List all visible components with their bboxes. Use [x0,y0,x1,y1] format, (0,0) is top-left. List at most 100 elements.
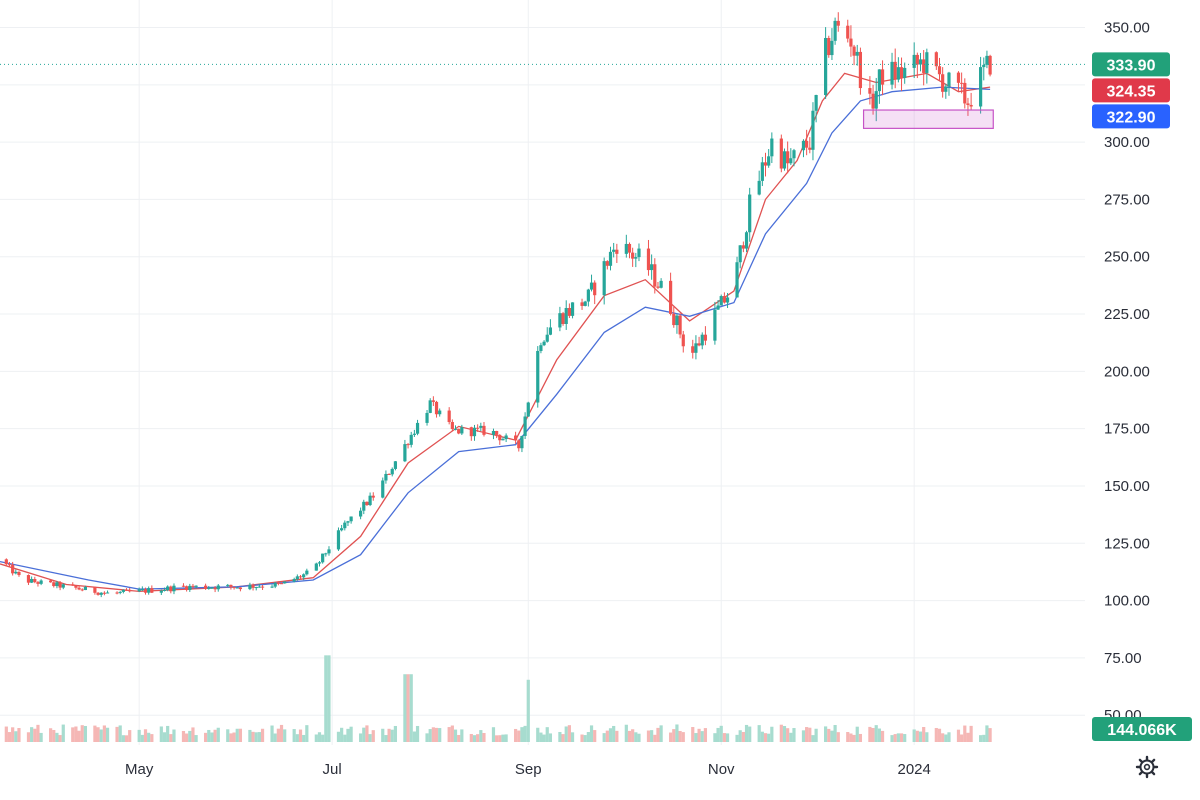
volume-bar [741,731,745,742]
candle-body [580,302,584,306]
candle-body [830,40,834,56]
candle-body [947,72,951,87]
candle [99,592,103,598]
candle-body [586,289,590,302]
candle [896,57,900,83]
candle-body [694,343,698,353]
candle [327,546,331,556]
candle [194,585,198,589]
volume-bar [204,732,208,742]
volume-bar [238,728,243,742]
volume-bar [412,731,416,742]
candle [248,582,252,591]
candle [713,301,717,345]
candle [725,292,730,308]
volume-bar [805,727,809,742]
volume-bar [570,732,575,742]
candle [406,442,410,449]
candle-body [836,20,840,26]
y-axis[interactable]: 350.00325.00300.00275.00250.00225.00200.… [1104,20,1150,725]
candle [947,71,951,96]
volume-bar [172,729,176,742]
candle [58,581,62,591]
volume-bar [526,679,530,742]
candle [738,245,742,269]
volume-bar [368,734,372,742]
candle-body [744,232,749,249]
candle-body [631,252,635,259]
candle-body [779,138,783,169]
candle [472,424,477,441]
candle [96,592,100,596]
volume-bar [877,728,881,742]
volume-bar [656,727,660,742]
support-zone[interactable] [862,109,994,129]
candle-body [792,150,796,159]
candle-body [431,400,435,402]
volume-bar [298,729,303,742]
volume-bar [672,729,676,742]
volume-bar [472,735,477,742]
gear-icon[interactable] [1135,755,1159,779]
volume-bar [428,729,432,742]
y-tick-label: 275.00 [1104,191,1150,208]
candle [359,507,363,520]
candle-body [58,582,62,588]
candle-body [719,296,723,306]
candle-body [672,313,676,326]
volume-bar [99,729,103,742]
candle [298,575,303,579]
candle-body [567,307,571,316]
volume-bar [969,725,973,742]
volume-bar [716,727,720,742]
volume-bar [874,725,878,742]
candle [567,303,571,319]
volume-bar [545,727,549,742]
volume-bar [362,727,366,742]
volume-bar [254,732,258,742]
candle-body [915,54,919,65]
candle-body [536,350,540,403]
volume-bar [871,727,875,742]
volume-bar [694,733,698,742]
candle-body [270,586,274,588]
volume-bar [336,731,341,742]
candle [545,327,549,343]
candle-body [415,422,420,434]
candle [615,243,619,263]
volume-bar [93,725,97,742]
x-tick-label: Jul [323,761,342,778]
candle-body [504,435,508,440]
volume-bar [49,728,53,742]
volume-bar [166,725,170,742]
volume-bar [147,732,151,742]
candle [846,19,850,43]
candle-body [362,501,366,511]
volume-bar [96,727,100,742]
candle-body [276,582,280,584]
candle-body [675,315,679,326]
candle [801,139,806,158]
candle-body [498,434,502,441]
candle [159,589,163,596]
candle [526,401,530,417]
candle-body [479,425,483,428]
candle-body [314,563,318,571]
candle-body [801,140,806,151]
y-tick-label: 175.00 [1104,421,1150,438]
volume-bar [960,734,964,742]
volume-bar [406,674,410,742]
candle [634,252,638,268]
candle-body [346,521,350,523]
candle [83,585,88,591]
candle-body [903,67,907,78]
candle [260,584,265,590]
volume-bar [14,731,18,742]
candle [830,28,834,61]
x-axis[interactable]: May Jul Sep Nov 2024 [125,761,931,778]
candle [150,585,154,593]
candle [14,569,18,575]
volume-bar [159,726,163,742]
